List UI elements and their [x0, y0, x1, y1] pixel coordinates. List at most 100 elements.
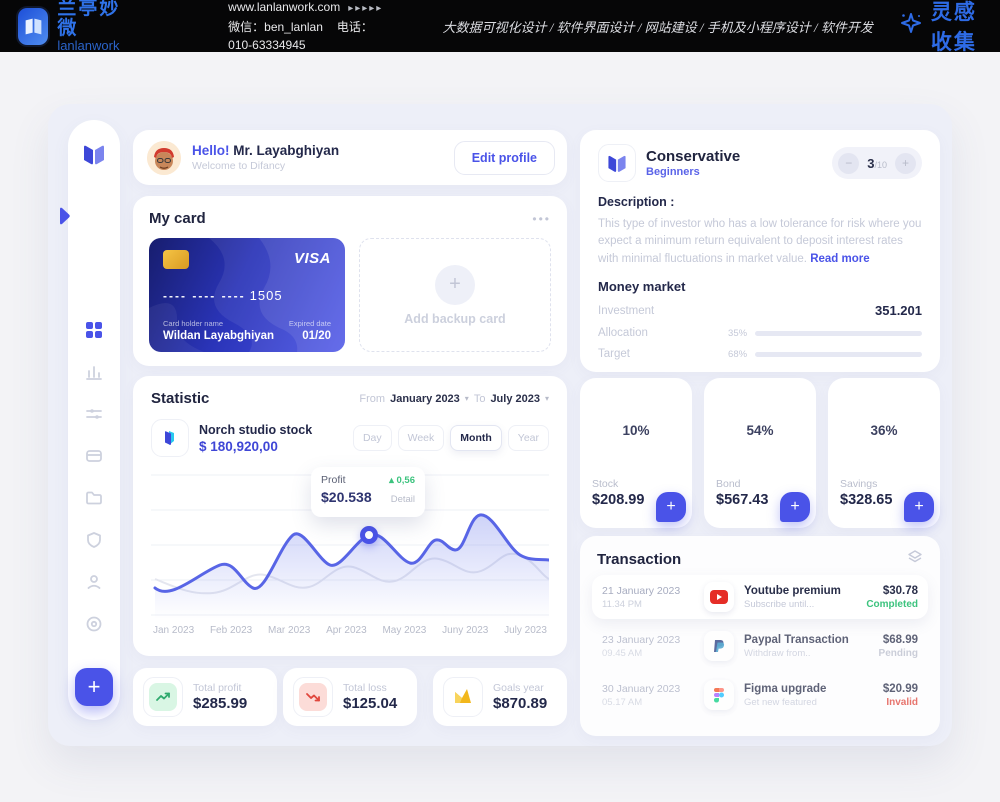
tooltip-detail-link[interactable]: Detail: [390, 494, 415, 505]
savings-value: $328.65: [840, 492, 893, 508]
edit-profile-button[interactable]: Edit profile: [453, 140, 555, 175]
tab-year[interactable]: Year: [507, 425, 549, 451]
my-card-title: My card: [149, 210, 206, 227]
holder-name: Wildan Layabghiyan: [163, 330, 275, 342]
stock-name: Norch studio stock: [199, 422, 313, 437]
plus-circle-icon: +: [435, 264, 475, 305]
card-chip-icon: [163, 250, 189, 269]
visa-card[interactable]: VISA ---- ---- ---- 1505 Card holder name…: [149, 238, 345, 352]
total-profit-value: $285.99: [193, 695, 248, 712]
icon-frame: [293, 677, 333, 717]
tab-month[interactable]: Month: [450, 425, 502, 451]
sidebar-nav: [68, 320, 120, 633]
statistic-title: Statistic: [151, 390, 210, 407]
transaction-date: 30 January 2023 05.17 AM: [602, 682, 681, 708]
user-name: Mr. Layabghiyan: [233, 143, 340, 158]
level-stepper: − 3/10 +: [832, 147, 922, 179]
collect-label: 灵感收集: [930, 1, 977, 54]
add-backup-card-button[interactable]: + Add backup card: [359, 238, 551, 352]
sidebar: +: [68, 120, 120, 720]
profit-line-chart[interactable]: Profit ▴ 0,56 $20.538 Detail: [151, 467, 551, 619]
allocation-percent: 35%: [728, 327, 748, 339]
total-loss-label: Total loss: [343, 682, 387, 694]
add-bond-button[interactable]: +: [780, 492, 810, 522]
welcome-text: Welcome to Difancy: [192, 160, 286, 172]
month-label: Mar 2023: [268, 625, 311, 636]
conservative-card: Conservative Beginners − 3/10 + Descript…: [580, 130, 940, 372]
transaction-title: Transaction: [597, 551, 682, 568]
stock-donut-chart: 10%: [598, 392, 674, 468]
avatar[interactable]: [147, 140, 181, 175]
sidebar-item-settings[interactable]: [85, 614, 104, 633]
expiry-value: 01/20: [302, 330, 331, 342]
sidebar-item-account[interactable]: [85, 572, 104, 591]
phone-label: 电话：010-63334945: [228, 20, 373, 52]
total-profit-label: Total profit: [193, 682, 242, 694]
month-label: Feb 2023: [209, 625, 253, 636]
transaction-row-youtube[interactable]: 21 January 2023 11.34 PM Youtube premium…: [592, 575, 928, 619]
layers-sort-icon[interactable]: [907, 549, 923, 570]
period-tabs: Day Week Month Year: [352, 425, 549, 451]
description-label: Description :: [598, 195, 675, 209]
chevron-down-icon: ▾: [464, 394, 469, 403]
expiry-label: Expired date: [288, 319, 331, 328]
stock-label: Stock: [592, 478, 619, 490]
active-item-indicator-icon: [58, 206, 71, 231]
tooltip-value: $20.538: [321, 489, 372, 505]
my-card-section: My card ••• VISA ---- ---- ---- 1505 Card…: [133, 196, 567, 366]
brand-name-en: lanlanwork: [57, 38, 120, 53]
savings-donut-card: 36% Savings $328.65 +: [828, 378, 940, 528]
target-label: Target: [598, 348, 630, 361]
brand-name-cn: 兰亭妙微: [57, 0, 121, 39]
sidebar-item-analytics[interactable]: [85, 362, 104, 381]
tab-day[interactable]: Day: [352, 425, 392, 451]
summary-texts: Total loss $125.04: [343, 682, 397, 712]
stepper-minus-button[interactable]: −: [838, 152, 860, 174]
summary-texts: Total profit $285.99: [193, 682, 247, 712]
status-badge: Completed: [866, 598, 918, 610]
to-value-dropdown[interactable]: July 2023: [490, 392, 540, 405]
arrows-decoration: ▸▸▸▸▸: [348, 3, 384, 14]
my-card-menu-icon[interactable]: •••: [532, 211, 551, 226]
brand-names: 兰亭妙微 lanlanwork: [57, 0, 126, 53]
month-label: July 2023: [504, 625, 547, 636]
month-label: Apr 2023: [326, 625, 367, 636]
target-percent: 68%: [728, 348, 748, 360]
stepper-plus-button[interactable]: +: [895, 152, 916, 174]
services-list: 大数据可视化设计 / 软件界面设计 / 网站建设 / 手机及小程序设计 / 软件…: [442, 19, 873, 35]
tooltip-label: Profit: [321, 474, 346, 486]
sidebar-add-button[interactable]: +: [75, 668, 113, 706]
inspiration-collect[interactable]: 灵感收集: [899, 0, 982, 56]
transaction-date: 21 January 2023 11.34 PM: [602, 584, 681, 610]
website-link[interactable]: www.lanlanwork.com: [228, 0, 341, 14]
read-more-link[interactable]: Read more: [810, 252, 870, 265]
tab-week[interactable]: Week: [397, 425, 445, 451]
visa-logo: VISA: [293, 250, 331, 267]
icon-frame: [143, 677, 183, 717]
sidebar-item-folder[interactable]: [85, 488, 104, 507]
target-row: Target 68%: [598, 348, 922, 360]
transaction-amount-block: $20.99 Invalid: [882, 682, 918, 708]
card-last-digits: 1505: [249, 288, 283, 303]
profile-greeting: Hello! Mr. Layabghiyan: [192, 143, 339, 158]
add-stock-button[interactable]: +: [656, 492, 686, 522]
sidebar-item-dashboard[interactable]: [85, 320, 104, 339]
add-savings-button[interactable]: +: [904, 492, 934, 522]
transaction-texts: Youtube premium Subscribe until...: [744, 584, 841, 610]
transaction-row-figma[interactable]: 30 January 2023 05.17 AM Figma upgrade G…: [592, 673, 928, 717]
sidebar-item-security[interactable]: [85, 530, 104, 549]
tooltip-delta: ▴ 0,56: [389, 474, 415, 486]
transaction-date: 23 January 2023 09.45 AM: [602, 633, 681, 659]
chart-data-point[interactable]: [360, 526, 378, 544]
transaction-row-paypal[interactable]: 23 January 2023 09.45 AM Paypal Transact…: [592, 624, 928, 668]
sidebar-item-cards[interactable]: [85, 446, 104, 465]
transaction-amount-block: $68.99 Pending: [878, 633, 918, 659]
figma-icon: [704, 680, 734, 710]
sidebar-item-filters[interactable]: [85, 404, 104, 423]
from-value-dropdown[interactable]: January 2023: [390, 392, 460, 405]
from-label: From: [359, 392, 386, 405]
card-holder: Card holder name Wildan Layabghiyan: [163, 319, 274, 342]
savings-percent: 36%: [870, 422, 898, 438]
summary-texts: Goals year $870.89: [493, 682, 547, 712]
stock-percent: 10%: [622, 422, 650, 438]
